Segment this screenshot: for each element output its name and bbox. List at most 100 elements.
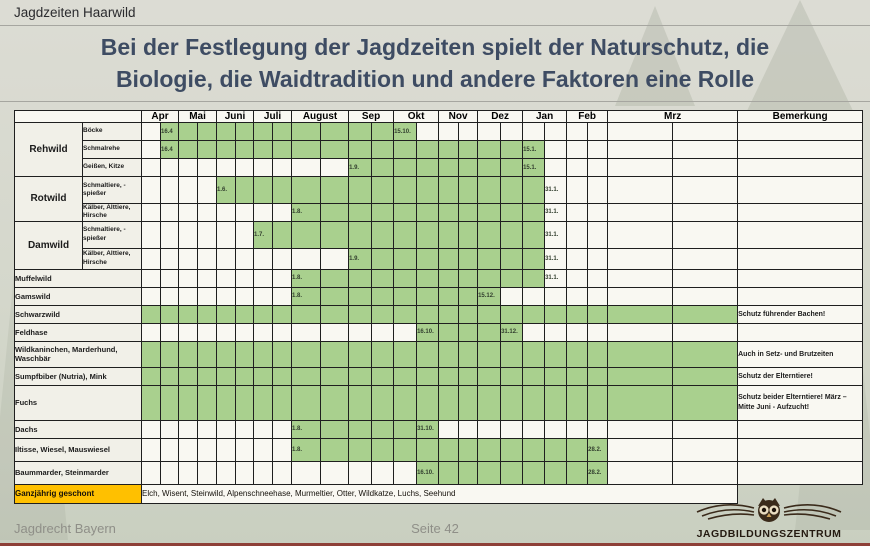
half-month-cell (607, 158, 674, 177)
season-cell (178, 384, 199, 421)
row-label: Feldhase (14, 322, 142, 342)
half-month-cell (178, 437, 199, 462)
season-cell (371, 384, 395, 421)
season-date-label: 15.12. (477, 286, 502, 306)
season-cell (522, 220, 546, 249)
season-cell (607, 366, 674, 386)
half-month-cell (348, 322, 373, 342)
season-cell (458, 340, 479, 368)
half-month-cell (178, 268, 199, 288)
season-cell (141, 304, 161, 324)
season-cell (438, 340, 460, 368)
season-date-label: 1.9. (348, 158, 373, 177)
season-cell (291, 122, 322, 141)
half-month-cell (522, 286, 546, 306)
season-cell (500, 366, 524, 386)
season-cell (477, 437, 502, 462)
half-month-cell (178, 460, 199, 485)
table-row: Feldhase 16.10. 31.12. (14, 322, 864, 342)
half-month-cell (216, 268, 237, 288)
remark-cell (737, 247, 864, 270)
half-month-cell (566, 203, 589, 222)
season-cell (438, 268, 460, 288)
half-month-cell (272, 268, 293, 288)
month-header-mrz: Mrz (607, 110, 739, 123)
half-month-cell (607, 460, 674, 485)
season-cell (371, 340, 395, 368)
half-month-cell (587, 158, 609, 177)
season-date-label: 31.1. (544, 220, 568, 249)
season-cell (272, 340, 293, 368)
half-month-cell (672, 140, 739, 159)
half-month-cell (587, 140, 609, 159)
half-month-cell (672, 158, 739, 177)
half-month-cell (159, 268, 180, 288)
season-cell (348, 268, 373, 288)
remark-cell (737, 176, 864, 204)
season-cell (587, 366, 609, 386)
season-cell (348, 437, 373, 462)
season-cell (477, 176, 502, 204)
season-cell (477, 247, 502, 270)
row-sublabel: Schmalrehe (82, 140, 142, 159)
season-cell (320, 286, 350, 306)
half-month-cell (500, 122, 524, 141)
row-sublabel: Geißen, Kitze (82, 158, 142, 177)
season-date-label: 1.8. (291, 203, 322, 222)
half-month-cell (235, 286, 255, 306)
half-month-cell (544, 122, 568, 141)
season-cell (320, 304, 350, 324)
table-row: Iltisse, Wiesel, Mauswiesel 1.8. 28.2. (14, 437, 864, 462)
half-month-cell (566, 220, 589, 249)
season-cell (371, 158, 395, 177)
season-date-label: 28.2. (587, 460, 609, 485)
season-cell (272, 176, 293, 204)
season-cell (291, 220, 322, 249)
half-month-cell (235, 247, 255, 270)
season-date-label: 1.9. (348, 247, 373, 270)
season-cell (500, 140, 524, 159)
half-month-cell (522, 322, 546, 342)
season-cell (197, 366, 218, 386)
half-month-cell (587, 286, 609, 306)
half-month-cell (291, 460, 322, 485)
half-month-cell (159, 322, 180, 342)
remark-cell: Auch in Setz- und Brutzeiten (737, 340, 864, 368)
remark-cell (737, 437, 864, 462)
season-cell (477, 384, 502, 421)
remark-cell (737, 140, 864, 159)
half-month-cell (141, 268, 161, 288)
season-cell (235, 140, 255, 159)
month-header-august: August (291, 110, 350, 123)
season-cell (438, 366, 460, 386)
season-cell (522, 460, 546, 485)
season-cell (544, 304, 568, 324)
group-label: Rehwild (14, 122, 83, 177)
season-cell (393, 203, 418, 222)
season-date-label: 16.10. (416, 322, 440, 342)
season-date-label: 1.8. (291, 419, 322, 439)
half-month-cell (235, 268, 255, 288)
remark-cell (737, 419, 864, 439)
half-month-cell (607, 268, 674, 288)
exempt-species-list: Elch, Wisent, Steinwild, Alpenschneehase… (140, 483, 739, 504)
season-cell (216, 304, 237, 324)
half-month-cell (607, 286, 674, 306)
season-cell (159, 384, 180, 421)
season-cell (458, 460, 479, 485)
half-month-cell (197, 220, 218, 249)
season-cell (477, 460, 502, 485)
half-month-cell (672, 220, 739, 249)
half-month-cell (197, 247, 218, 270)
half-month-cell (477, 419, 502, 439)
half-month-cell (253, 268, 274, 288)
season-cell (371, 140, 395, 159)
season-date-label: 31.10. (416, 419, 440, 439)
season-cell (477, 220, 502, 249)
season-cell (320, 220, 350, 249)
season-cell (216, 122, 237, 141)
remark-cell: Schutz beider Elterntiere! März – Mitte … (737, 384, 864, 421)
season-cell (438, 176, 460, 204)
half-month-cell (216, 322, 237, 342)
season-date-label: 1.8. (291, 286, 322, 306)
